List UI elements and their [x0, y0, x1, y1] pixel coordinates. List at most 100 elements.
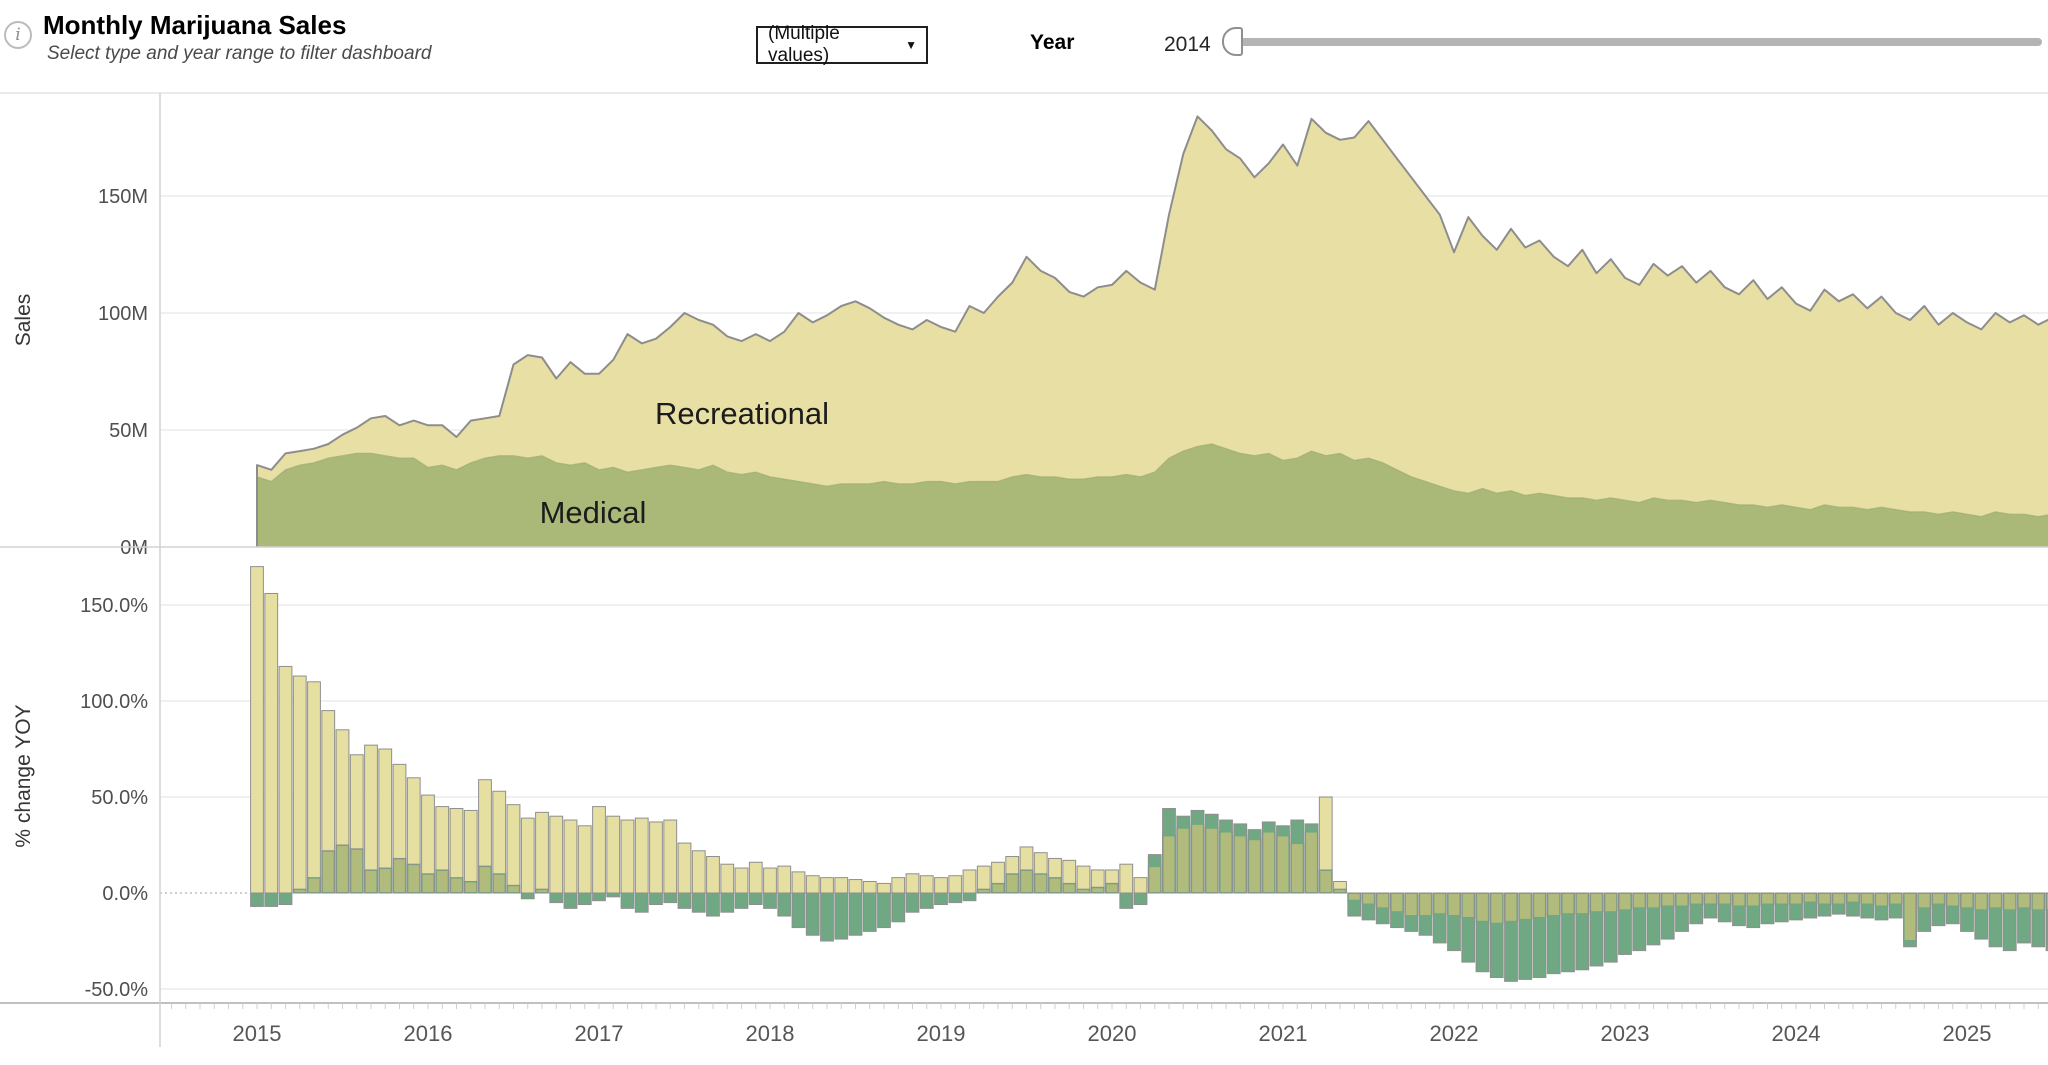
yoy-bar[interactable] [919, 875, 934, 909]
yoy-bar[interactable] [663, 819, 678, 904]
yoy-bar[interactable] [1746, 892, 1761, 929]
yoy-bar[interactable] [677, 842, 692, 909]
yoy-bar[interactable] [1575, 892, 1590, 971]
yoy-bar[interactable] [1504, 892, 1518, 982]
yoy-bar[interactable] [948, 875, 963, 904]
yoy-bar[interactable] [1561, 892, 1575, 973]
yoy-bar[interactable] [905, 873, 920, 913]
yoy-bar[interactable] [1646, 892, 1661, 946]
yoy-bar[interactable] [592, 806, 606, 902]
yoy-bar[interactable] [1846, 892, 1860, 917]
yoy-bar[interactable] [264, 592, 279, 907]
yoy-bar[interactable] [1033, 852, 1048, 894]
yoy-bar[interactable] [1005, 856, 1020, 894]
yoy-bar[interactable] [1048, 857, 1062, 894]
yoy-bar[interactable] [321, 710, 336, 894]
yoy-bar[interactable] [1119, 863, 1134, 909]
yoy-bar[interactable] [862, 880, 877, 932]
yoy-bar[interactable] [1390, 892, 1404, 929]
yoy-bar[interactable] [1817, 892, 1832, 917]
yoy-bar[interactable] [2002, 892, 2017, 952]
yoy-bar[interactable] [1162, 808, 1176, 894]
yoy-bar[interactable] [606, 815, 621, 898]
yoy-bar[interactable] [1176, 815, 1191, 894]
yoy-bar[interactable] [1703, 892, 1718, 919]
yoy-bar[interactable] [820, 877, 834, 942]
yoy-bar[interactable] [763, 867, 777, 909]
yoy-bar[interactable] [1603, 892, 1618, 963]
yoy-bar[interactable] [1190, 809, 1205, 894]
yoy-bar[interactable] [1133, 877, 1148, 906]
yoy-bar[interactable] [2031, 892, 2046, 948]
yoy-bar[interactable] [1874, 892, 1889, 921]
yoy-bar[interactable] [1518, 892, 1533, 980]
yoy-bar[interactable] [1333, 880, 1347, 894]
yoy-bar[interactable] [777, 865, 792, 917]
yoy-bar[interactable] [934, 877, 948, 906]
type-filter-dropdown[interactable]: (Multiple values) ▼ [756, 23, 928, 66]
yoy-bar[interactable] [1404, 892, 1419, 932]
yoy-bar[interactable] [962, 869, 977, 902]
yoy-bar[interactable] [292, 675, 307, 894]
yoy-bar[interactable] [1618, 892, 1632, 955]
yoy-bar[interactable] [435, 806, 450, 894]
yoy-bar[interactable] [1675, 892, 1689, 932]
yoy-bar[interactable] [1147, 854, 1162, 894]
yoy-bar[interactable] [976, 865, 991, 894]
yoy-bar[interactable] [335, 729, 350, 894]
yoy-bar[interactable] [1532, 892, 1547, 978]
yoy-bar[interactable] [1732, 892, 1746, 927]
yoy-bar[interactable] [1689, 892, 1704, 925]
yoy-bar[interactable] [1076, 865, 1091, 894]
yoy-bar[interactable] [1062, 859, 1077, 894]
yoy-bar[interactable] [492, 790, 507, 894]
yoy-bar[interactable] [1105, 869, 1119, 894]
yoy-bar[interactable] [1945, 892, 1960, 925]
yoy-bar[interactable] [1489, 892, 1504, 978]
yoy-bar[interactable] [1632, 892, 1647, 952]
yoy-bar[interactable] [535, 811, 549, 894]
yoy-bar[interactable] [1204, 813, 1219, 894]
yoy-bar[interactable] [1090, 869, 1105, 894]
year-slider-handle[interactable] [1222, 27, 1243, 56]
year-slider-track[interactable] [1241, 38, 2042, 46]
yoy-bar[interactable] [805, 875, 820, 936]
yoy-bar[interactable] [1261, 821, 1276, 894]
yoy-bar[interactable] [1960, 892, 1974, 932]
yoy-bar[interactable] [649, 821, 663, 906]
yoy-bar[interactable] [563, 819, 578, 909]
yoy-bar[interactable] [1447, 892, 1461, 952]
yoy-bar[interactable] [1418, 892, 1433, 936]
yoy-bar[interactable] [349, 754, 364, 894]
yoy-bar[interactable] [1917, 892, 1932, 932]
yoy-bar[interactable] [421, 794, 435, 894]
yoy-bar[interactable] [1546, 892, 1561, 975]
yoy-bar[interactable] [1247, 829, 1262, 894]
yoy-bar[interactable] [1903, 892, 1917, 948]
yoy-bar[interactable] [1375, 892, 1390, 925]
yoy-bar[interactable] [278, 665, 293, 906]
yoy-bar[interactable] [877, 882, 891, 929]
yoy-bar[interactable] [634, 817, 649, 913]
yoy-bar[interactable] [720, 863, 735, 913]
yoy-bar[interactable] [748, 861, 763, 906]
yoy-bar[interactable] [506, 804, 521, 894]
yoy-bar[interactable] [1789, 892, 1803, 921]
yoy-bar[interactable] [1774, 892, 1789, 923]
yoy-bar[interactable] [307, 681, 321, 894]
medical-area[interactable] [257, 444, 2048, 547]
yoy-bar[interactable] [1304, 823, 1319, 894]
yoy-bar[interactable] [463, 809, 478, 894]
yoy-bar[interactable] [478, 779, 492, 894]
yoy-bar[interactable] [1660, 892, 1675, 940]
yoy-bar[interactable] [577, 825, 592, 906]
yoy-bar[interactable] [1318, 796, 1333, 894]
yoy-bar[interactable] [1361, 892, 1376, 921]
yoy-bar[interactable] [891, 877, 906, 923]
yoy-bar[interactable] [1276, 825, 1290, 894]
yoy-bar[interactable] [406, 777, 421, 894]
yoy-bar[interactable] [1019, 846, 1034, 894]
yoy-bar[interactable] [1803, 892, 1818, 919]
yoy-bar[interactable] [734, 867, 749, 909]
yoy-bar[interactable] [2017, 892, 2031, 944]
